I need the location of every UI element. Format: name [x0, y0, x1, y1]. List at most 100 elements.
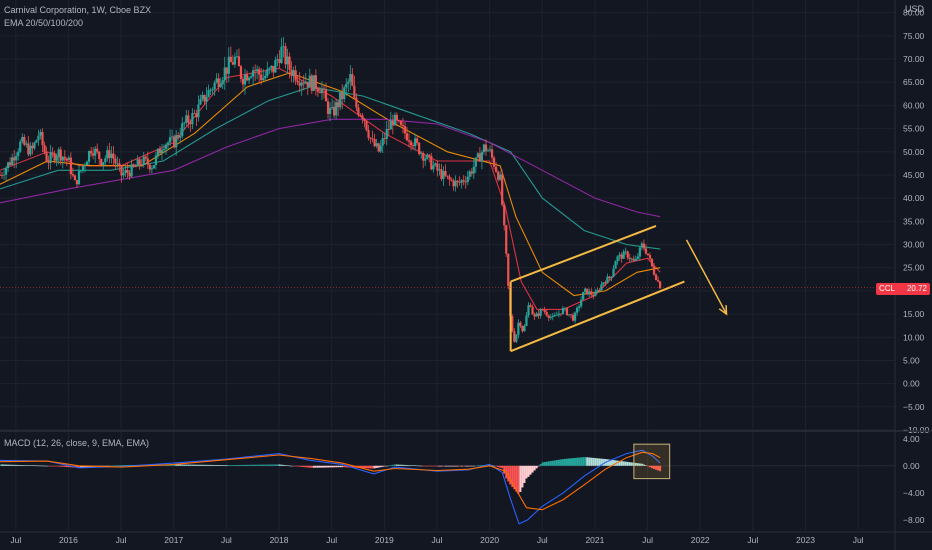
candle[interactable]: [43, 141, 46, 155]
candle[interactable]: [288, 52, 291, 79]
candle[interactable]: [306, 81, 309, 96]
candle[interactable]: [424, 155, 427, 166]
candle[interactable]: [106, 145, 109, 162]
candle[interactable]: [501, 169, 504, 207]
candle[interactable]: [290, 61, 293, 83]
candle[interactable]: [618, 252, 621, 261]
candle[interactable]: [185, 109, 188, 126]
candle[interactable]: [225, 67, 228, 84]
candle[interactable]: [436, 160, 439, 177]
candle[interactable]: [349, 65, 352, 90]
candle[interactable]: [207, 84, 210, 98]
candle[interactable]: [426, 153, 429, 160]
drawing-overlays[interactable]: [0, 225, 895, 353]
candle[interactable]: [81, 165, 85, 174]
candle[interactable]: [565, 307, 569, 316]
candle[interactable]: [484, 139, 488, 156]
candle[interactable]: [519, 321, 522, 328]
candle[interactable]: [122, 168, 125, 179]
candle[interactable]: [428, 154, 431, 163]
candle[interactable]: [41, 128, 44, 153]
candle[interactable]: [292, 66, 295, 83]
candle[interactable]: [13, 149, 16, 169]
candle[interactable]: [189, 119, 192, 132]
macd-highlight-box[interactable]: [633, 443, 671, 480]
candle[interactable]: [409, 139, 413, 151]
candle[interactable]: [644, 244, 648, 255]
candle[interactable]: [65, 157, 68, 167]
candle[interactable]: [308, 68, 311, 88]
candle[interactable]: [136, 155, 139, 167]
candle[interactable]: [460, 178, 463, 189]
candle[interactable]: [606, 273, 609, 284]
candle[interactable]: [160, 144, 164, 161]
candle[interactable]: [320, 81, 324, 101]
candle[interactable]: [39, 129, 42, 140]
candle[interactable]: [365, 120, 368, 132]
candle[interactable]: [128, 170, 131, 181]
candle[interactable]: [264, 71, 267, 81]
candle[interactable]: [466, 170, 469, 186]
candle[interactable]: [85, 160, 89, 165]
candle[interactable]: [148, 163, 151, 174]
candle[interactable]: [51, 147, 54, 158]
channel-upper-line[interactable]: [510, 225, 657, 283]
candle[interactable]: [440, 163, 443, 181]
macd-pane[interactable]: [0, 443, 895, 525]
candle[interactable]: [146, 151, 149, 169]
candle[interactable]: [636, 252, 639, 261]
candle[interactable]: [640, 241, 643, 251]
candle[interactable]: [578, 304, 581, 312]
candle[interactable]: [276, 54, 279, 67]
candle[interactable]: [353, 75, 356, 99]
candle[interactable]: [158, 145, 162, 154]
candle[interactable]: [638, 246, 641, 261]
candle[interactable]: [322, 85, 326, 99]
candle[interactable]: [61, 156, 64, 169]
candle[interactable]: [490, 144, 494, 162]
candle[interactable]: [545, 309, 548, 317]
candle[interactable]: [67, 155, 70, 161]
candle[interactable]: [314, 69, 317, 96]
candle[interactable]: [444, 164, 447, 178]
candle[interactable]: [555, 311, 558, 316]
candle[interactable]: [411, 142, 415, 150]
candle[interactable]: [535, 311, 538, 317]
candle[interactable]: [233, 52, 236, 68]
candle[interactable]: [181, 116, 184, 139]
candle[interactable]: [446, 175, 449, 180]
candle[interactable]: [300, 80, 303, 96]
candle[interactable]: [114, 154, 117, 169]
candle[interactable]: [15, 152, 18, 169]
candle[interactable]: [632, 255, 635, 262]
candle[interactable]: [474, 157, 477, 174]
candle[interactable]: [100, 158, 103, 167]
candle[interactable]: [624, 247, 627, 255]
candle[interactable]: [505, 224, 508, 257]
candle[interactable]: [434, 162, 437, 167]
candle[interactable]: [35, 139, 38, 143]
candle[interactable]: [0, 170, 2, 176]
candle[interactable]: [533, 312, 536, 321]
candle[interactable]: [47, 155, 50, 170]
candle[interactable]: [120, 165, 123, 183]
candle[interactable]: [549, 314, 552, 321]
candle[interactable]: [377, 142, 380, 153]
candle[interactable]: [21, 133, 24, 144]
candle[interactable]: [610, 276, 613, 282]
candle[interactable]: [235, 49, 239, 59]
candle[interactable]: [19, 139, 22, 154]
candle[interactable]: [171, 129, 174, 141]
candle[interactable]: [584, 287, 587, 295]
candle[interactable]: [266, 61, 269, 79]
candle[interactable]: [592, 291, 595, 299]
candle[interactable]: [247, 76, 251, 85]
candle[interactable]: [162, 144, 166, 153]
candle[interactable]: [407, 133, 411, 148]
candle[interactable]: [622, 249, 625, 259]
candle[interactable]: [543, 306, 546, 315]
candle[interactable]: [2, 168, 6, 180]
candle[interactable]: [126, 163, 129, 179]
candle[interactable]: [492, 155, 496, 170]
candle[interactable]: [4, 165, 8, 181]
